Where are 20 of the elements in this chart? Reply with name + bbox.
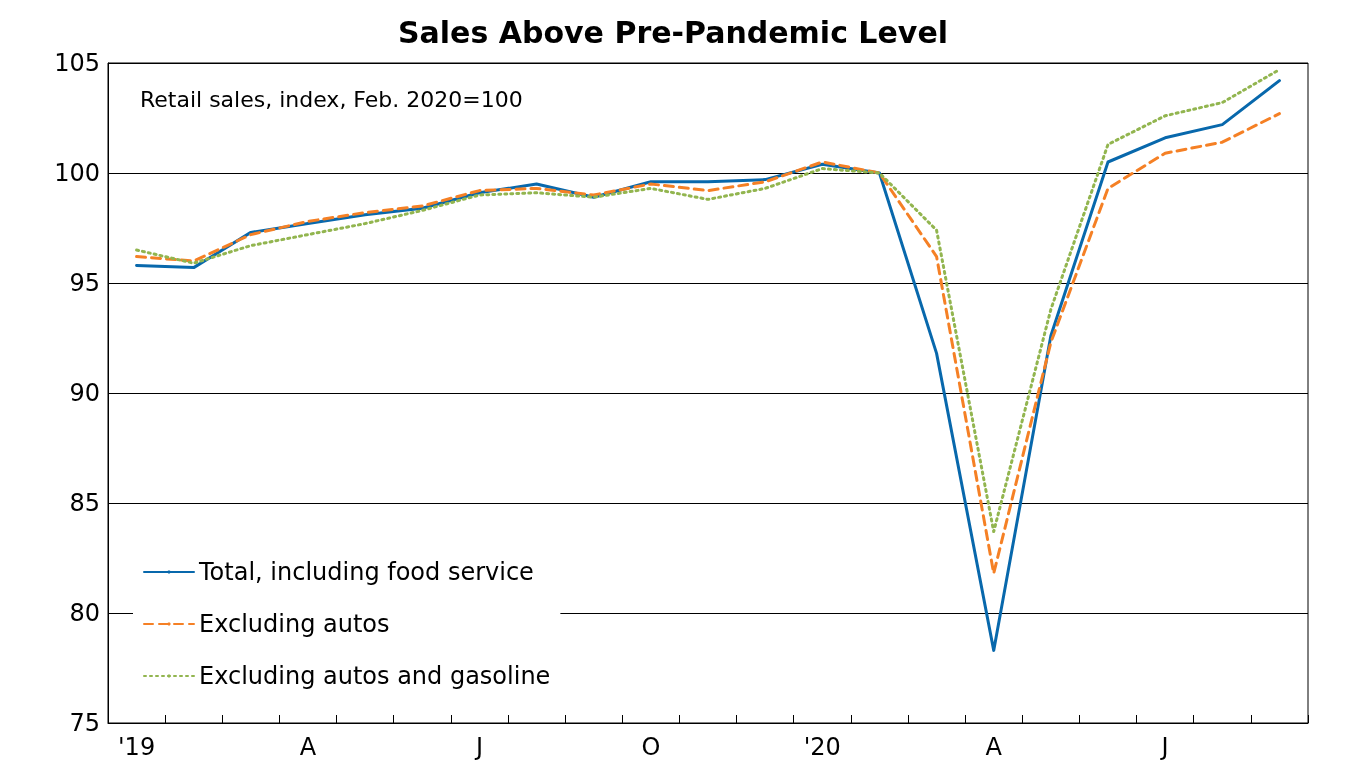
y-tick-label: 85 [69, 489, 100, 517]
y-tick-label: 75 [69, 709, 100, 737]
x-tick-label: J [1159, 733, 1169, 761]
x-tick-label: J [473, 733, 483, 761]
legend-label: Excluding autos [199, 610, 390, 638]
y-tick-label: 100 [54, 159, 100, 187]
x-tick-label: A [985, 733, 1003, 761]
chart-title: Sales Above Pre-Pandemic Level [397, 14, 949, 50]
legend-label: Excluding autos and gasoline [199, 662, 551, 690]
x-tick-label: '20 [803, 733, 841, 761]
y-tick-label: 90 [69, 379, 100, 407]
legend-label: Total, including food service [198, 558, 534, 586]
x-tick-label: '19 [118, 733, 156, 761]
annotation: Retail sales, index, Feb. 2020=100 [140, 86, 523, 112]
line-series [135, 68, 1281, 534]
x-tick-label: A [299, 733, 317, 761]
y-tick-label: 80 [69, 599, 100, 627]
y-tick-label: 105 [54, 49, 100, 77]
x-tick-label: O [641, 733, 661, 761]
y-tick-label: 95 [69, 269, 100, 297]
